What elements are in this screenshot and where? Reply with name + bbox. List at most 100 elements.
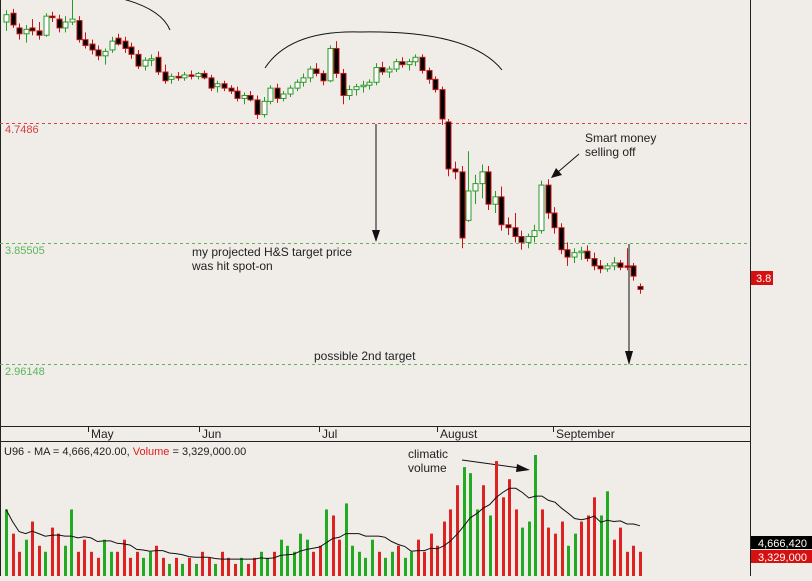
- candle-body: [10, 12, 17, 26]
- candle-body: [346, 89, 353, 96]
- candle-body: [538, 184, 545, 232]
- ma-badge: 4,666,420: [758, 538, 807, 550]
- volume-header-value: = 3,329,000.00: [173, 446, 247, 458]
- candle-body: [300, 77, 307, 83]
- volume-bar: [436, 545, 439, 576]
- volume-badge: 3,329,000: [758, 552, 807, 564]
- candle-body: [280, 93, 287, 99]
- candle-body: [445, 121, 452, 170]
- candle-body: [637, 285, 644, 290]
- candle-body: [531, 230, 538, 238]
- candle-body: [630, 265, 637, 277]
- volume-bar: [547, 527, 550, 576]
- candle-body: [498, 196, 505, 226]
- candle-body: [122, 40, 129, 49]
- volume-bar: [463, 467, 466, 576]
- volume-bar: [162, 557, 165, 576]
- candle-body: [36, 30, 43, 36]
- volume-bar: [613, 539, 616, 576]
- candle-body: [29, 27, 36, 32]
- climactic-arrow-head: [516, 464, 530, 472]
- candle-body: [247, 94, 254, 101]
- candle-body: [181, 74, 188, 79]
- volume-bar: [567, 545, 570, 576]
- level-label-2: 3.85505: [5, 245, 45, 257]
- candle-body: [95, 49, 102, 57]
- candle-body: [82, 39, 89, 47]
- annotation-hs-target-2: was hit spot-on: [191, 259, 273, 273]
- volume-bar: [44, 551, 47, 576]
- candle-body: [135, 53, 142, 67]
- volume-bar: [423, 551, 426, 576]
- level-label-1: 4.7486: [5, 124, 39, 136]
- candle-body: [360, 84, 367, 88]
- volume-bar: [181, 563, 184, 576]
- volume-header-ma: U96 - MA = 4,666,420.00,: [4, 446, 130, 458]
- candle-body: [234, 90, 241, 99]
- volume-bar: [626, 551, 629, 576]
- candle-body: [426, 70, 433, 80]
- candle-body: [115, 37, 122, 45]
- annotation-climactic-2: volume: [408, 461, 447, 475]
- candle-body: [109, 40, 116, 51]
- candle-body: [366, 81, 373, 86]
- volume-bar: [430, 533, 433, 576]
- candle-body: [584, 250, 591, 260]
- candle-body: [558, 227, 565, 251]
- smart-money-arrow-head: [551, 168, 562, 178]
- volume-bar: [574, 533, 577, 576]
- volume-bar: [103, 539, 106, 576]
- volume-bar: [587, 515, 590, 576]
- candle-body: [545, 184, 552, 214]
- month-axis: May Jun Jul August September: [88, 426, 615, 441]
- ma-badge-bg: [751, 536, 812, 549]
- candle-body: [287, 87, 294, 95]
- candle-body: [69, 18, 76, 23]
- annotation-second-target: possible 2nd target: [314, 349, 416, 363]
- volume-bar: [70, 509, 73, 576]
- candle-body: [195, 72, 202, 77]
- candle-body: [604, 265, 611, 270]
- month-label-sep: September: [556, 427, 615, 441]
- volume-bar: [580, 521, 583, 576]
- volume-bar: [358, 551, 361, 576]
- candle-body: [452, 168, 459, 173]
- smart-money-arrow-line: [557, 153, 580, 173]
- candle-body: [3, 14, 10, 23]
- climactic-arrow-line: [461, 459, 521, 469]
- volume-bar: [286, 545, 289, 576]
- candle-body: [313, 68, 320, 74]
- volume-bar: [240, 557, 243, 576]
- volume-bar: [312, 551, 315, 576]
- candle-body: [214, 83, 221, 88]
- candle-body: [208, 77, 215, 89]
- volume-bar: [280, 539, 283, 576]
- candle-body: [89, 43, 96, 51]
- month-label-jun: Jun: [202, 427, 221, 441]
- volume-bar: [188, 557, 191, 576]
- candle-body: [611, 262, 618, 267]
- candle-body: [175, 75, 182, 79]
- volume-bar: [489, 515, 492, 576]
- candle-body: [624, 265, 631, 268]
- candle-body: [571, 252, 578, 258]
- candle-body: [432, 78, 439, 91]
- candle-body: [399, 61, 406, 66]
- volume-bar: [110, 551, 113, 576]
- volume-bar: [18, 551, 21, 576]
- candle-body: [333, 47, 340, 74]
- volume-ma-line: [5, 487, 641, 560]
- candle-body: [591, 258, 598, 267]
- volume-bar: [443, 521, 446, 576]
- candle-body: [393, 61, 400, 70]
- candle-body: [148, 58, 155, 61]
- volume-bar: [208, 557, 211, 576]
- volume-bar: [234, 563, 237, 576]
- volume-bar: [515, 509, 518, 576]
- volume-bar: [214, 563, 217, 576]
- volume-bar: [508, 479, 511, 576]
- volume-bar: [253, 557, 256, 576]
